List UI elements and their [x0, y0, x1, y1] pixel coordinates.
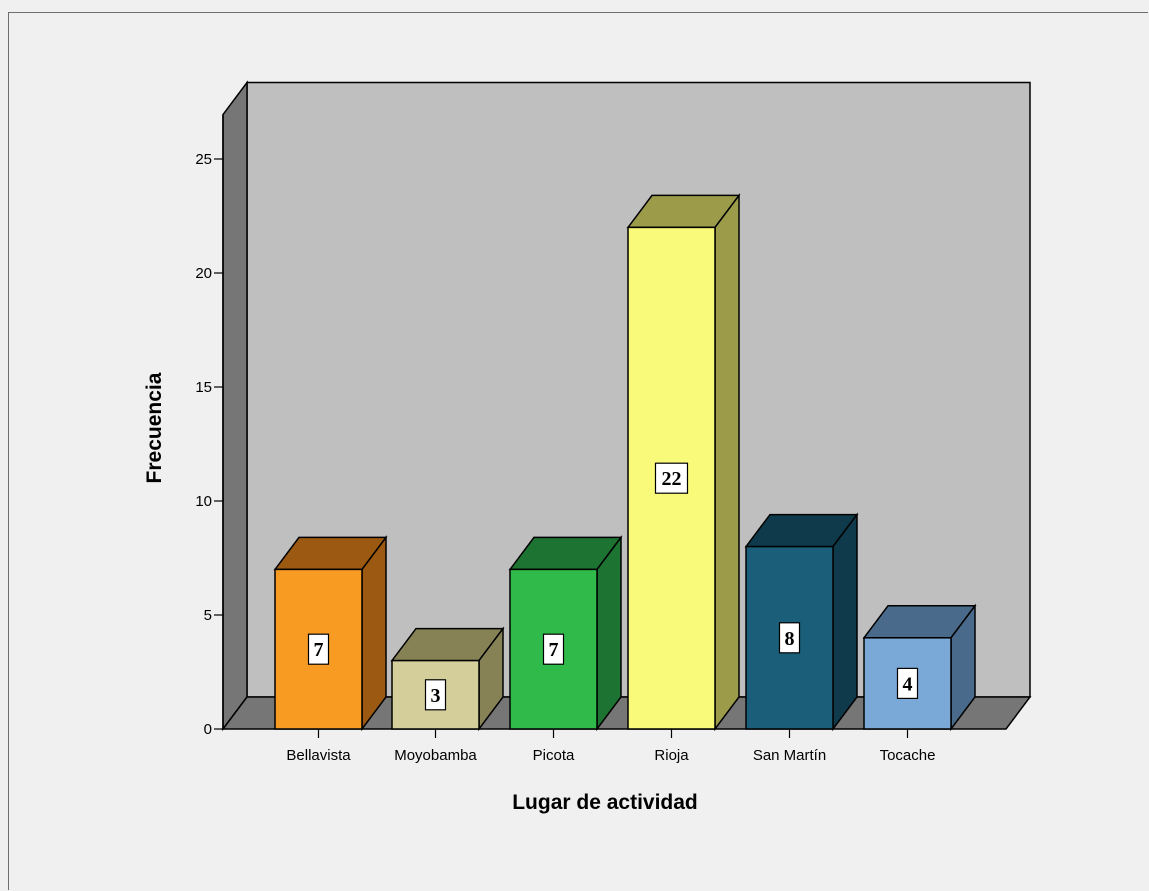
- bar-rioja: 22: [626, 193, 741, 732]
- y-tick-label: 10: [195, 493, 212, 510]
- data-label-box: [654, 462, 689, 494]
- data-label: 3: [431, 685, 441, 707]
- bars: 7 3 7 22 8 4: [273, 193, 977, 732]
- x-tick-label: Moyobamba: [394, 747, 477, 764]
- x-tick-label: San Martín: [753, 747, 826, 764]
- bar-tocache: 4: [862, 603, 977, 732]
- y-tick-label: 25: [195, 151, 212, 168]
- bar-bellavista: 7: [273, 535, 388, 732]
- data-label-box: [424, 679, 447, 711]
- data-label: 4: [903, 673, 913, 695]
- y-tick-label: 5: [204, 607, 212, 624]
- bar-side: [361, 535, 387, 732]
- x-tick-label: Rioja: [654, 747, 689, 764]
- data-label-box: [542, 633, 565, 665]
- side-wall: [222, 80, 248, 732]
- x-tick-label: Tocache: [880, 747, 936, 764]
- bar-moyobamba: 3: [390, 626, 505, 732]
- y-tick-label: 0: [204, 721, 212, 738]
- bar-san-martín: 8: [744, 512, 859, 732]
- x-axis-title: Lugar de actividad: [512, 791, 698, 814]
- bar-side: [714, 193, 740, 732]
- bar-picota: 7: [508, 535, 623, 732]
- data-label-box: [307, 633, 330, 665]
- y-tick-label: 15: [195, 379, 212, 396]
- data-label: 7: [549, 639, 559, 661]
- bar-side: [596, 535, 622, 732]
- chart-frame: 0 5 10 15 20 25 Bellavista Moyobamba Picota Rioj…: [8, 12, 1148, 890]
- y-axis-title: Frecuencia: [143, 372, 166, 483]
- bar-side: [832, 512, 858, 732]
- y-axis: 0 5 10 15 20 25: [195, 114, 224, 738]
- data-label: 7: [314, 639, 324, 661]
- x-axis: Bellavista Moyobamba Picota Rioja San Martín…: [286, 729, 935, 764]
- data-label-box: [778, 622, 801, 654]
- x-tick-label: Picota: [533, 747, 575, 764]
- bar-chart: 0 5 10 15 20 25 Bellavista Moyobamba Picota Rioj…: [143, 80, 1032, 814]
- data-label: 22: [662, 468, 682, 490]
- data-label-box: [896, 667, 919, 700]
- bar: [274, 568, 363, 730]
- x-tick-label: Bellavista: [286, 747, 351, 764]
- y-tick-label: 20: [195, 265, 212, 282]
- data-label: 8: [785, 628, 795, 650]
